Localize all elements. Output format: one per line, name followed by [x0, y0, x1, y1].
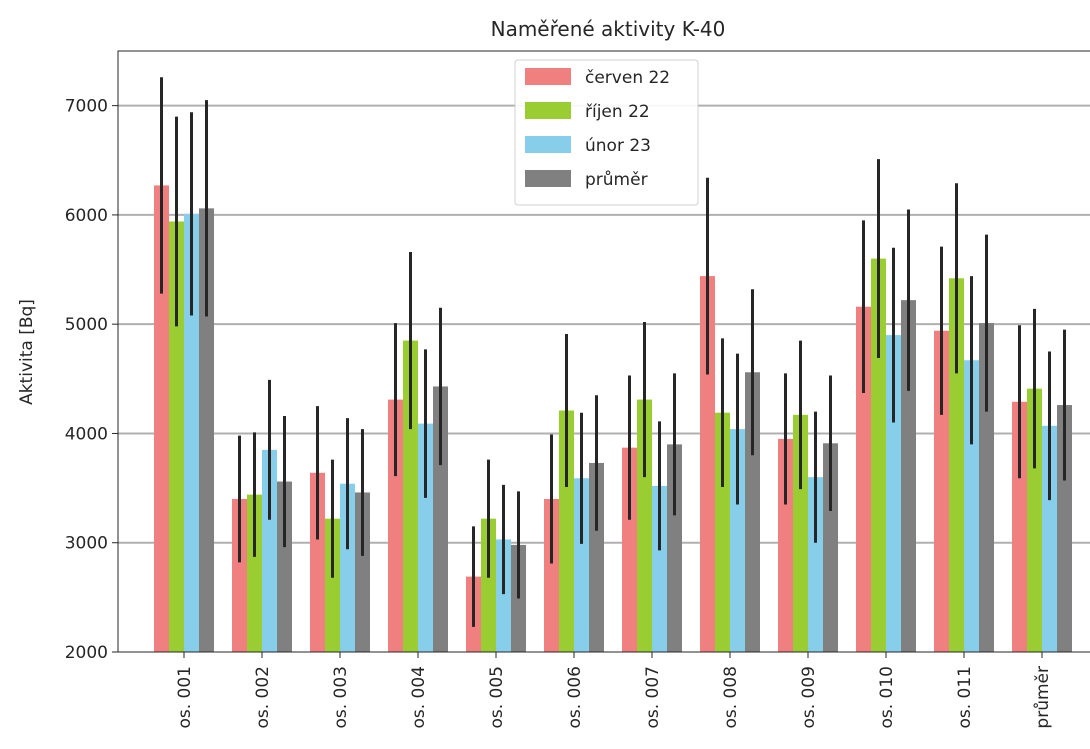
bar — [715, 412, 730, 652]
x-tick-label: os. 005 — [487, 666, 507, 729]
bar — [730, 429, 745, 652]
bar — [325, 518, 340, 652]
bar — [355, 492, 370, 652]
y-axis-label: Aktivita [Bq] — [17, 299, 37, 405]
bar — [1042, 425, 1057, 652]
x-tick-label: os. 006 — [565, 666, 585, 729]
x-tick-label: os. 002 — [253, 666, 273, 729]
bar — [700, 276, 715, 652]
bar — [949, 278, 964, 652]
bar — [544, 499, 559, 652]
bar — [979, 323, 994, 652]
bar — [934, 330, 949, 652]
bar — [745, 372, 760, 652]
y-tick-label: 5000 — [65, 315, 108, 335]
bar — [823, 443, 838, 652]
bar — [778, 438, 793, 652]
bar — [388, 399, 403, 652]
bar — [964, 360, 979, 652]
bar — [793, 414, 808, 652]
legend-swatch — [525, 170, 571, 187]
bar — [574, 478, 589, 652]
bar — [232, 499, 247, 652]
x-tick-label: os. 011 — [955, 666, 975, 729]
x-tick-label: os. 001 — [175, 666, 195, 729]
bar — [277, 481, 292, 652]
x-tick-label: os. 009 — [799, 666, 819, 729]
bar — [154, 185, 169, 652]
bar — [247, 494, 262, 652]
bar — [667, 444, 682, 652]
x-axis: os. 001 os. 002 os. 003 os. 004 os. 005 os. 0… — [175, 652, 1053, 729]
bar — [589, 462, 604, 652]
plot-frame — [117, 50, 1090, 653]
bar — [856, 306, 871, 652]
legend: červen 22 říjen 22 únor 23 průměr — [514, 59, 699, 206]
x-tick-label: os. 010 — [877, 666, 897, 729]
bar — [403, 340, 418, 652]
bar — [886, 335, 901, 652]
y-tick-label: 2000 — [65, 643, 108, 663]
bar — [481, 518, 496, 652]
y-tick-label: 6000 — [65, 206, 108, 226]
bar — [871, 258, 886, 652]
legend-label: průměr — [585, 170, 648, 190]
legend-swatch — [525, 102, 571, 119]
legend-label: červen 22 — [585, 68, 670, 88]
x-tick-label: os. 003 — [331, 666, 351, 729]
legend-box — [514, 59, 699, 206]
x-tick-label: os. 007 — [643, 666, 663, 729]
bar — [1012, 401, 1027, 652]
x-tick-label: os. 004 — [409, 666, 429, 729]
y-tick-label: 3000 — [65, 534, 108, 554]
legend-label: říjen 22 — [585, 102, 650, 122]
bar — [808, 477, 823, 652]
y-tick-label: 7000 — [65, 97, 108, 117]
bars — [154, 185, 1072, 653]
chart-title: Naměřené aktivity K-40 — [491, 17, 726, 41]
bar — [901, 300, 916, 652]
bar — [637, 399, 652, 652]
legend-label: únor 23 — [585, 136, 651, 156]
y-tick-label: 4000 — [65, 424, 108, 444]
bar — [496, 539, 511, 652]
x-tick-label: os. 008 — [721, 666, 741, 729]
bar — [622, 447, 637, 652]
bar — [1027, 388, 1042, 652]
bar — [184, 213, 199, 653]
bar — [1057, 405, 1072, 652]
bar — [418, 423, 433, 652]
y-axis: 2000 3000 4000 5000 6000 7000 — [65, 97, 118, 663]
legend-swatch — [525, 136, 571, 153]
bar — [262, 449, 277, 652]
bar — [169, 221, 184, 652]
error-bars — [160, 77, 1066, 627]
x-tick-label: průměr — [1033, 666, 1053, 729]
legend-swatch — [525, 68, 571, 85]
bar — [199, 208, 214, 652]
bar — [340, 483, 355, 652]
bar — [652, 485, 667, 652]
bar — [310, 472, 325, 652]
bar — [559, 410, 574, 652]
bar — [433, 386, 448, 652]
